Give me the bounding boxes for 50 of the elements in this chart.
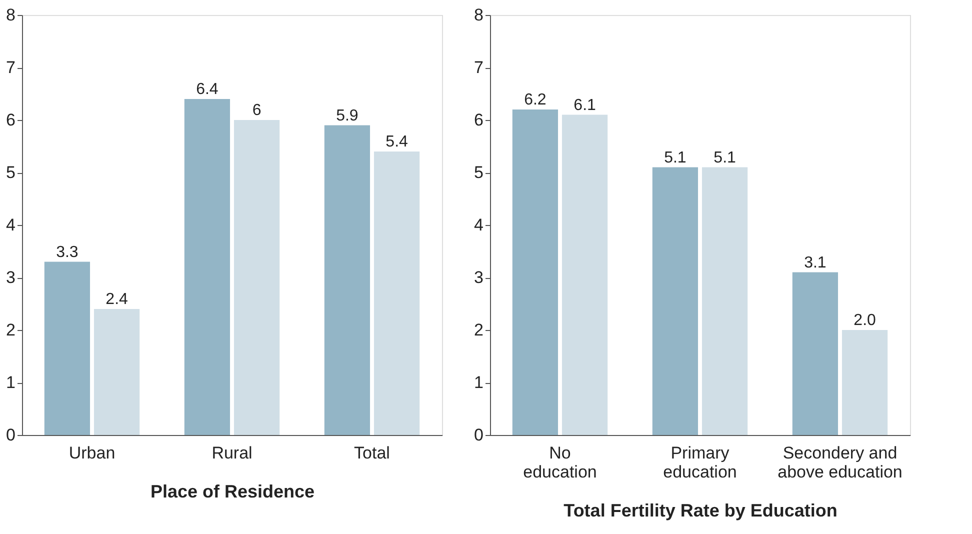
data-label: 3.1 <box>804 254 826 272</box>
y-tick-label: 0 <box>6 426 16 444</box>
data-label: 5.1 <box>714 149 736 166</box>
y-tick-label: 2 <box>6 320 16 340</box>
y-tick-label: 0 <box>474 426 484 444</box>
y-tick-label: 1 <box>6 373 16 392</box>
data-label: 6 <box>252 102 262 119</box>
bar <box>234 120 280 435</box>
y-tick-label: 7 <box>6 58 16 77</box>
y-tick-label: 3 <box>6 268 16 287</box>
bar <box>44 262 90 435</box>
bar <box>702 167 748 435</box>
data-label: 6.1 <box>574 96 596 114</box>
bar <box>792 272 838 435</box>
y-tick-label: 7 <box>474 58 484 77</box>
bar <box>184 99 230 435</box>
x-tick-label: Urban <box>68 444 116 462</box>
data-label: 6.2 <box>524 92 546 108</box>
y-tick-label: 8 <box>6 6 16 24</box>
data-label: 3.3 <box>56 244 78 261</box>
bar <box>562 114 608 435</box>
y-tick-label: 5 <box>6 163 16 182</box>
x-tick-label: No education <box>523 444 597 482</box>
data-label: 5.4 <box>386 134 408 150</box>
y-tick-label: 3 <box>474 268 484 287</box>
data-label: 6.4 <box>196 81 218 98</box>
x-axis-title: Total Fertility Rate by Education <box>564 500 838 520</box>
y-tick-label: 6 <box>6 110 16 130</box>
y-tick-label: 5 <box>474 163 484 182</box>
bar <box>94 309 140 435</box>
data-label: 5.9 <box>336 107 358 124</box>
y-tick-label: 1 <box>474 373 484 392</box>
data-label: 2.0 <box>854 312 876 329</box>
data-label: 2.4 <box>106 291 128 308</box>
y-tick-label: 4 <box>6 216 16 234</box>
y-tick-label: 2 <box>474 320 484 340</box>
y-tick-label: 8 <box>474 6 484 24</box>
y-tick-label: 4 <box>474 216 484 234</box>
y-tick-label: 6 <box>474 110 484 130</box>
bar <box>842 330 888 435</box>
bar <box>652 167 698 435</box>
x-tick-label: Primary education <box>663 444 737 482</box>
x-tick-label: Secondery and above education <box>778 444 902 482</box>
data-label: 5.1 <box>664 149 686 166</box>
bar <box>324 125 370 435</box>
x-tick-label: Rural <box>212 444 252 462</box>
bar <box>512 110 558 435</box>
bar <box>374 152 420 435</box>
x-axis-title: Place of Residence <box>150 482 315 502</box>
x-tick-label: Total <box>354 444 390 462</box>
